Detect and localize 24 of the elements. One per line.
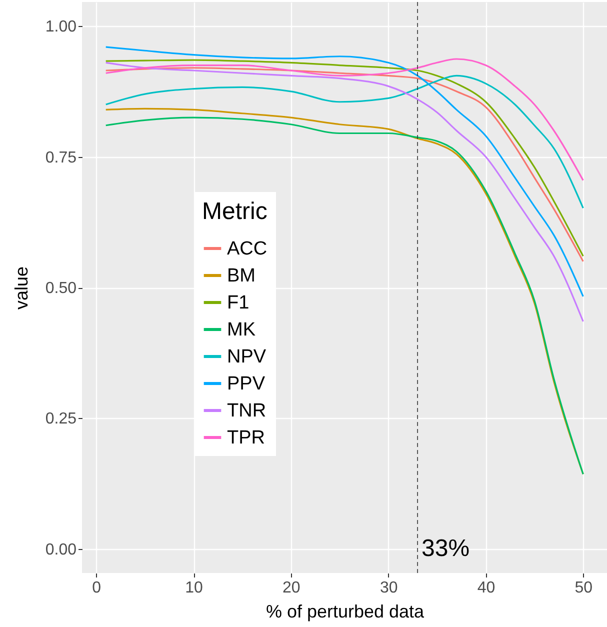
x-tick-label: 50 xyxy=(574,580,593,596)
x-tick-label: 30 xyxy=(380,580,398,596)
legend-label: ACC xyxy=(227,238,268,260)
legend-label: TNR xyxy=(227,400,266,422)
y-tick-label: 0.50 xyxy=(45,280,77,297)
x-tick-label: 20 xyxy=(282,580,300,596)
y-tick-label: 0.75 xyxy=(45,149,77,166)
ref-line-label: 33% xyxy=(422,534,470,562)
legend-label: PPV xyxy=(227,374,266,394)
y-axis-title: value xyxy=(11,266,32,310)
legend-label: BM xyxy=(227,266,256,286)
legend-title: Metric xyxy=(202,198,268,225)
y-tick-label: 1.00 xyxy=(45,18,77,36)
legend-label: F1 xyxy=(227,292,250,314)
line-series xyxy=(105,58,584,182)
x-tick-label: 0 xyxy=(92,580,102,596)
x-tick-label: 10 xyxy=(185,580,204,596)
legend-label: MK xyxy=(227,320,256,340)
legend-label: NPV xyxy=(227,346,266,368)
y-tick-label: 0.25 xyxy=(45,410,77,428)
x-tick-label: 40 xyxy=(477,580,496,596)
x-axis-title: % of perturbed data xyxy=(266,602,426,622)
y-tick-label: 0.00 xyxy=(45,541,77,558)
legend-label: TPR xyxy=(227,428,265,448)
